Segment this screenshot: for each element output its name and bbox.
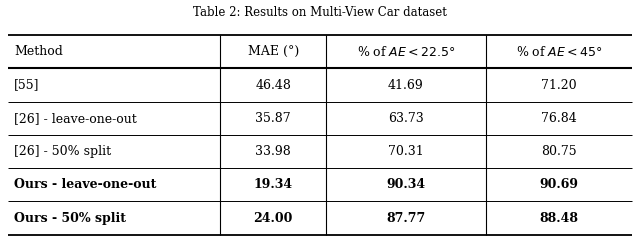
Text: Method: Method — [14, 45, 63, 58]
Text: [55]: [55] — [14, 78, 40, 91]
Text: 63.73: 63.73 — [388, 112, 424, 125]
Text: [26] - 50% split: [26] - 50% split — [14, 145, 111, 158]
Text: 33.98: 33.98 — [255, 145, 291, 158]
Text: 71.20: 71.20 — [541, 78, 577, 91]
Text: 35.87: 35.87 — [255, 112, 291, 125]
Text: 87.77: 87.77 — [387, 212, 426, 225]
Text: Table 2: Results on Multi-View Car dataset: Table 2: Results on Multi-View Car datas… — [193, 6, 447, 19]
Text: 80.75: 80.75 — [541, 145, 577, 158]
Text: 19.34: 19.34 — [253, 178, 292, 191]
Text: Ours - leave-one-out: Ours - leave-one-out — [14, 178, 156, 191]
Text: 41.69: 41.69 — [388, 78, 424, 91]
Text: 88.48: 88.48 — [540, 212, 579, 225]
Text: 24.00: 24.00 — [253, 212, 293, 225]
Text: 46.48: 46.48 — [255, 78, 291, 91]
Text: 90.34: 90.34 — [387, 178, 426, 191]
Text: 90.69: 90.69 — [540, 178, 579, 191]
Text: 70.31: 70.31 — [388, 145, 424, 158]
Text: Ours - 50% split: Ours - 50% split — [14, 212, 126, 225]
Text: MAE (°): MAE (°) — [248, 45, 299, 58]
Text: % of $\mathit{AE} < 45°$: % of $\mathit{AE} < 45°$ — [516, 45, 602, 59]
Text: 76.84: 76.84 — [541, 112, 577, 125]
Text: [26] - leave-one-out: [26] - leave-one-out — [14, 112, 137, 125]
Text: % of $\mathit{AE} < 22.5°$: % of $\mathit{AE} < 22.5°$ — [356, 45, 455, 59]
